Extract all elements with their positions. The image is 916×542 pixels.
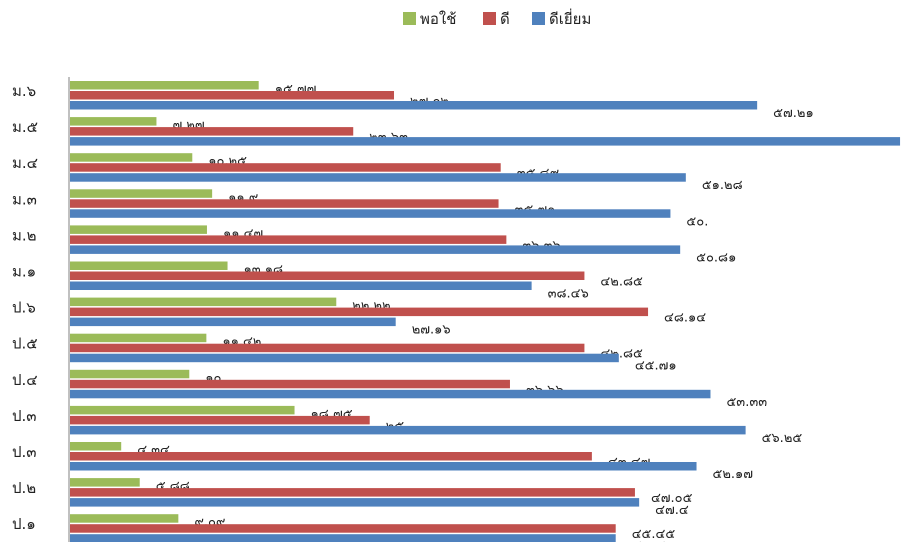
- bar-series-2: [70, 307, 649, 317]
- bar-series-1: [70, 405, 295, 415]
- data-label-series-3: ๕๖.๒๕: [762, 431, 803, 446]
- bar-series-2: [70, 415, 370, 425]
- bar-series-1: [70, 81, 259, 90]
- data-label-series-3: ๕๐.: [686, 214, 708, 229]
- category-label: ป.๖: [12, 299, 36, 317]
- category-label: ม.๔: [12, 154, 38, 172]
- bar-series-2: [70, 343, 585, 353]
- legend: พอใช้ ดี ดีเยี่ยม: [403, 8, 591, 28]
- bar-series-3: [70, 425, 746, 435]
- data-label-series-2: ๔๒.๘๕: [600, 275, 643, 290]
- bar-series-1: [70, 514, 179, 523]
- bar-series-3: [70, 462, 697, 471]
- category-label: ป.๓: [12, 443, 37, 461]
- bar-series-3: [70, 498, 640, 507]
- category-label: ป.๑: [12, 515, 36, 533]
- data-label-series-3: ๓๘.๔๖: [548, 287, 589, 302]
- bar-series-1: [70, 117, 157, 126]
- bar-series-3: [70, 389, 711, 399]
- legend-label-3: ดีเยี่ยม: [549, 8, 591, 28]
- category-label: ม.๓: [12, 190, 37, 208]
- legend-swatch-3: [532, 12, 545, 25]
- data-label-series-3: ๕๒.๑๗: [713, 467, 754, 482]
- bar-series-2: [70, 235, 507, 244]
- bar-series-2: [70, 379, 510, 389]
- bar-series-3: [70, 137, 901, 146]
- bar-series-3: [70, 353, 619, 363]
- bar-series-2: [70, 127, 354, 136]
- bar-series-1: [70, 478, 140, 487]
- bar-series-2: [70, 91, 395, 100]
- data-label-series-3: ๔๗.๔: [655, 503, 689, 518]
- bar-series-1: [70, 225, 207, 234]
- data-label-series-2: ๔๕.๔๕: [632, 527, 676, 542]
- bar-series-1: [70, 297, 337, 307]
- bar-series-3: [70, 245, 681, 254]
- bar-series-1: [70, 153, 193, 162]
- category-label: ม.๒: [12, 226, 37, 244]
- bar-series-3: [70, 534, 616, 542]
- data-label-series-3: ๔๕.๔๕: [632, 539, 676, 542]
- bar-series-2: [70, 199, 499, 208]
- data-label-series-3: ๔๕.๗๑: [635, 359, 677, 374]
- legend-label-2: ดี: [500, 10, 510, 28]
- bar-series-2: [70, 488, 635, 497]
- legend-label-1: พอใช้: [420, 10, 456, 28]
- data-label-series-3: ๕๓.๓๓: [726, 395, 767, 410]
- category-label: ม.๕: [12, 118, 38, 136]
- bar-series-2: [70, 271, 585, 280]
- category-label: ป.๔: [12, 371, 38, 389]
- category-label: ป.๓: [12, 407, 37, 425]
- bar-series-2: [70, 163, 501, 172]
- bar-series-3: [70, 281, 532, 290]
- bar-series-1: [70, 333, 207, 343]
- bar-series-1: [70, 261, 228, 270]
- category-label: ป.๕: [12, 335, 38, 353]
- bar-series-1: [70, 442, 122, 451]
- category-label: ม.๑: [12, 263, 36, 281]
- chart-marks: ม.๖๑๕.๗๗๒๗.๐๒๕๗.๒๑ม.๕๗.๒๗๒๓.๖๓๖๙.๐๙ม.๔๑๐…: [12, 81, 901, 542]
- data-label-series-3: ๕๐.๘๑: [696, 250, 736, 265]
- data-label-series-3: ๕๑.๒๘: [702, 178, 743, 193]
- bar-series-1: [70, 369, 190, 379]
- legend-swatch-2: [483, 12, 496, 25]
- bar-series-2: [70, 452, 592, 461]
- bar-series-3: [70, 173, 686, 182]
- data-label-series-3: ๒๗.๑๖: [412, 323, 451, 338]
- category-label: ป.๒: [12, 479, 36, 497]
- data-label-series-2: ๔๗.๐๕: [651, 491, 693, 506]
- bar-series-2: [70, 524, 616, 533]
- bar-series-3: [70, 209, 671, 218]
- bar-series-3: [70, 317, 396, 327]
- data-label-series-2: ๔๘.๑๔: [664, 311, 706, 326]
- category-label: ม.๖: [12, 82, 36, 100]
- legend-swatch-1: [403, 12, 416, 25]
- bar-series-1: [70, 189, 213, 198]
- data-label-series-3: ๕๗.๒๑: [773, 106, 814, 121]
- bar-series-3: [70, 101, 758, 110]
